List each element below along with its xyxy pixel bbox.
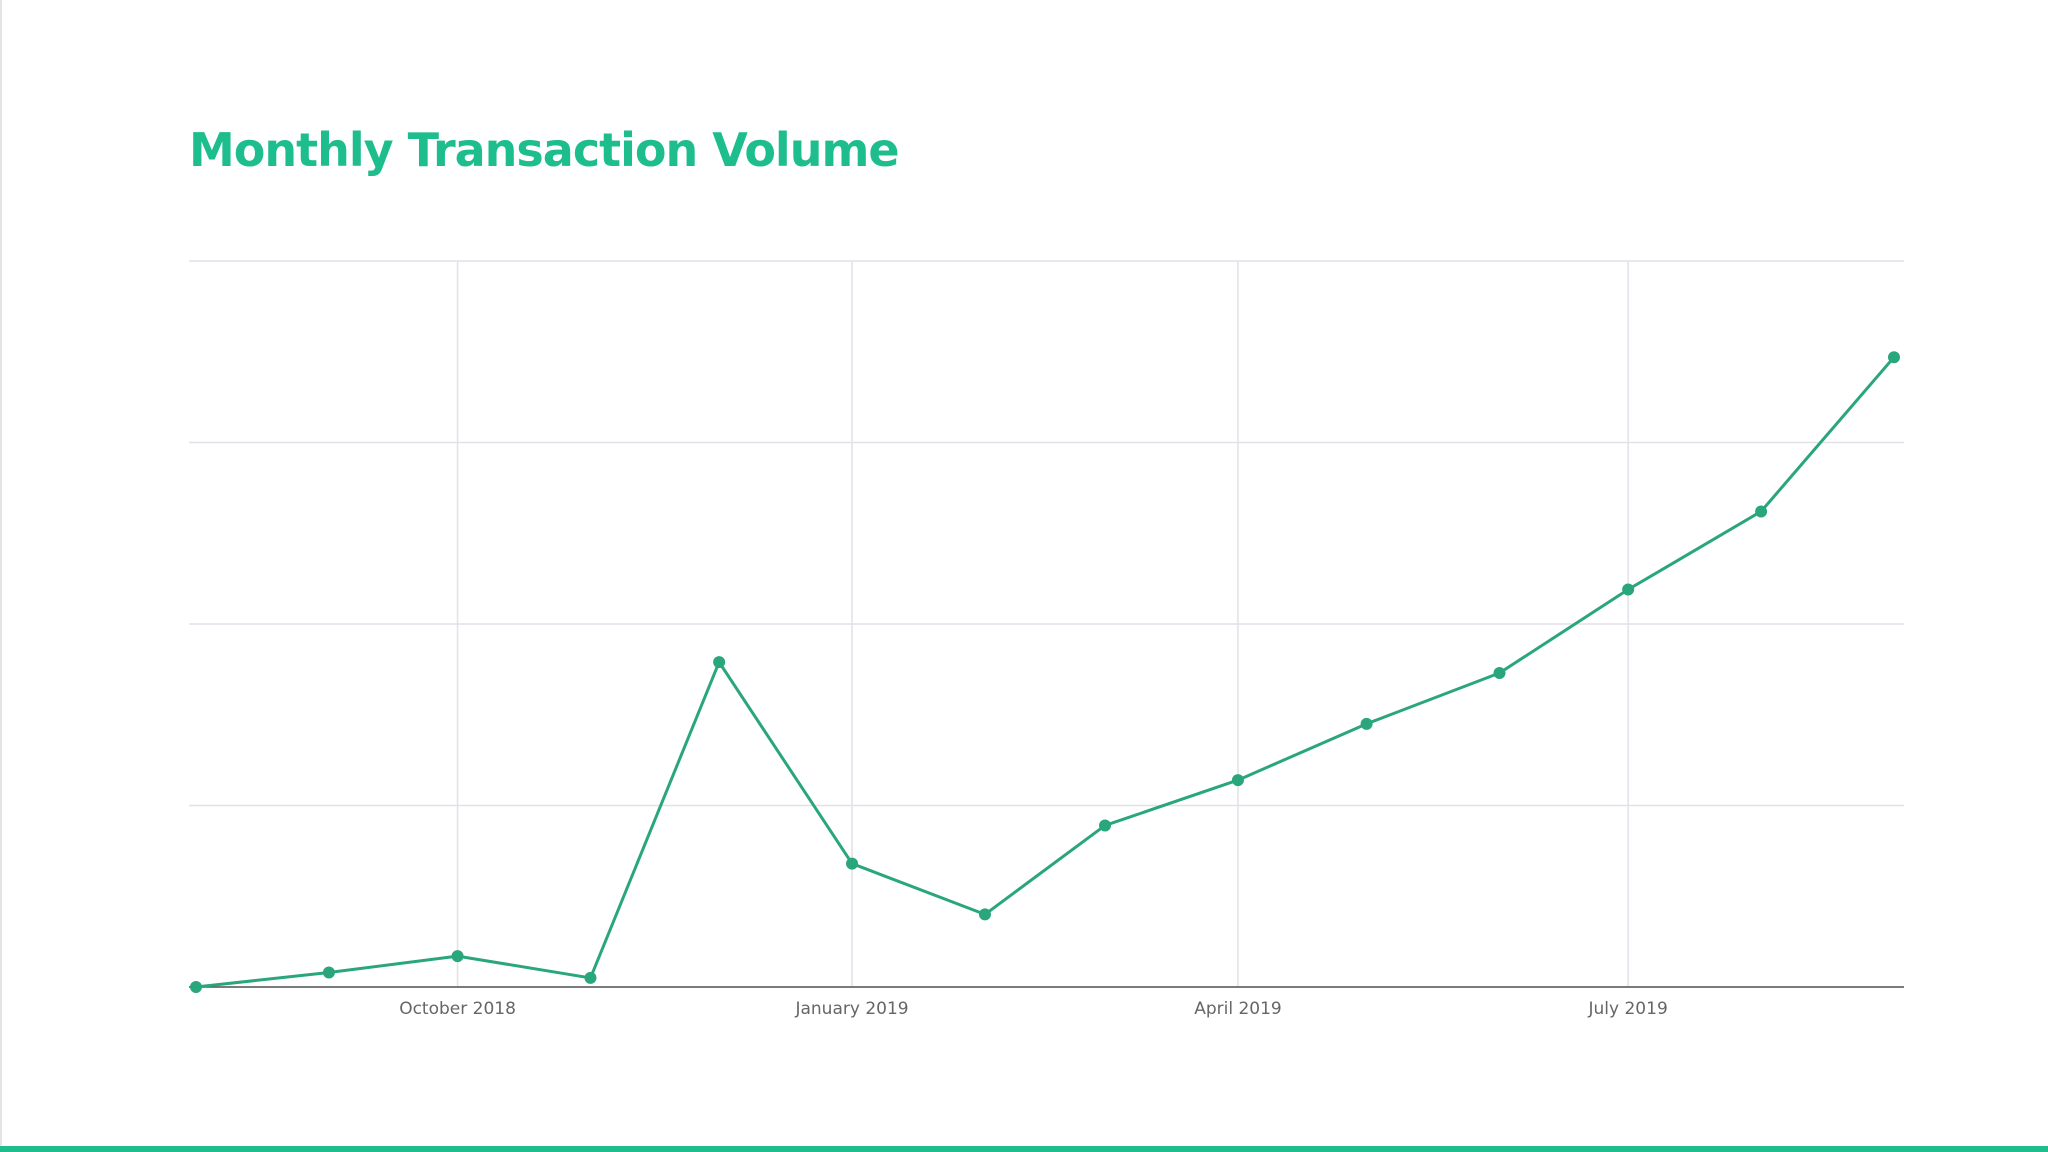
point	[1888, 351, 1900, 364]
x-tick-label: April 2019	[1194, 999, 1282, 1019]
line	[195, 356, 1896, 989]
point	[846, 857, 859, 870]
chart-title: Monthly Transaction Volume	[189, 123, 899, 177]
point	[1755, 505, 1768, 518]
point	[1360, 717, 1373, 730]
point	[451, 950, 464, 963]
x-tick-label: October 2018	[399, 999, 516, 1019]
bottom-bar	[0, 1146, 2048, 1152]
point	[1099, 819, 1112, 832]
point	[1231, 774, 1244, 787]
point	[190, 981, 202, 993]
point	[713, 656, 726, 669]
point	[584, 971, 597, 984]
point	[1493, 667, 1506, 680]
point	[322, 966, 335, 979]
point	[978, 908, 991, 921]
point	[1622, 583, 1635, 596]
x-tick-label: July 2019	[1588, 999, 1668, 1019]
x-tick-label: January 2019	[794, 999, 908, 1019]
left-border	[0, 0, 2, 1146]
